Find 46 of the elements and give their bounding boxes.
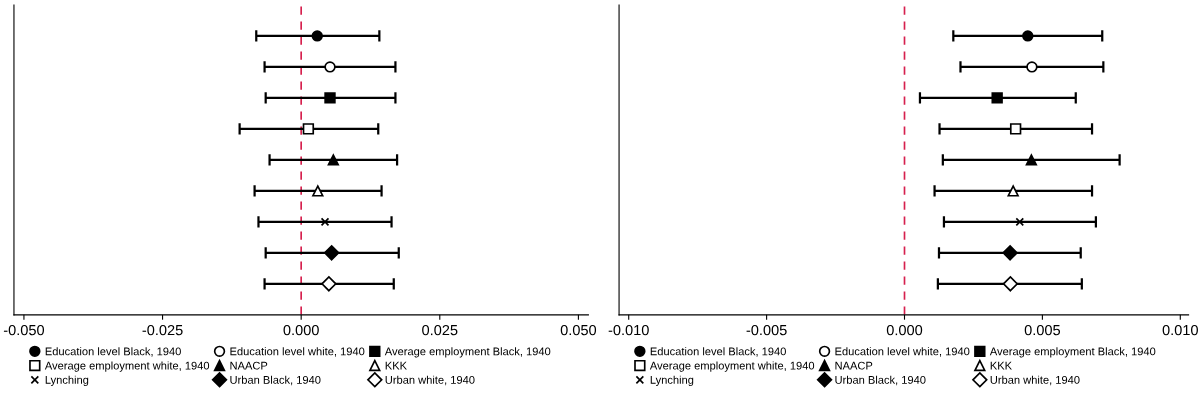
legend-label: Urban white, 1940 [990, 375, 1080, 386]
x-tick-label: 0.010 [1162, 324, 1198, 336]
x-tick-label: 0.050 [560, 324, 597, 336]
x-tick-label: 0.000 [283, 324, 319, 336]
point [1022, 30, 1034, 42]
legend-label: Education level white, 1940 [835, 347, 970, 357]
legend-label: Average employment white, 1940 [649, 361, 815, 372]
point [1002, 245, 1018, 261]
legend-label: Average employment Black, 1940 [989, 347, 1156, 358]
point [1007, 185, 1019, 197]
point [302, 123, 315, 135]
legend-label: Urban Black, 1940 [835, 375, 926, 386]
legend-label: Urban Black, 1940 [230, 375, 321, 386]
x-tick-label: -0.005 [746, 324, 787, 336]
legend-label: NAACP [835, 361, 873, 370]
point [312, 185, 324, 197]
x-tick-label: 0.025 [422, 324, 458, 336]
legend-label: Lynching [650, 375, 694, 387]
legend-label: Average employment white, 1940 [44, 361, 210, 372]
legend-label: Lynching [45, 375, 89, 387]
x-tick-label: -0.050 [3, 324, 45, 336]
point [321, 276, 337, 292]
legend-label: Education level Black, 1940 [45, 347, 181, 357]
legend-label: Average employment Black, 1940 [384, 347, 551, 358]
x-tick-label: 0.005 [1024, 324, 1061, 336]
point [1002, 276, 1019, 292]
point [1009, 123, 1022, 135]
point [323, 245, 340, 261]
point [1015, 217, 1025, 227]
legend-label: NAACP [230, 361, 268, 370]
legend-label: KKK [990, 361, 1012, 370]
legend-label: Urban white, 1940 [385, 375, 475, 386]
point [324, 92, 336, 104]
point [1026, 61, 1038, 73]
legend-label: Education level white, 1940 [230, 347, 365, 357]
point [320, 217, 330, 227]
point [324, 61, 336, 73]
legend-label: KKK [385, 361, 407, 370]
point [327, 154, 340, 166]
point [991, 92, 1003, 104]
point [311, 30, 323, 42]
point [1025, 154, 1038, 166]
x-tick-label: -0.010 [608, 324, 649, 336]
legend-label: Education level Black, 1940 [650, 347, 786, 357]
x-tick-label: -0.025 [142, 324, 183, 336]
x-tick-label: 0.000 [886, 324, 923, 336]
